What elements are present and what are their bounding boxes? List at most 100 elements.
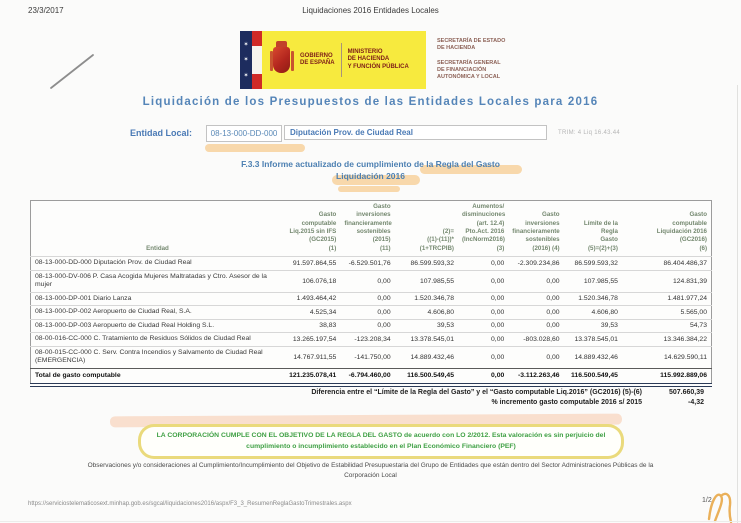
col-header-entidad: Entidad: [146, 244, 169, 252]
value-cell: -141.750,00: [354, 353, 391, 361]
value-cell: 106.076,18: [302, 277, 337, 285]
highlighter-mark: [338, 186, 400, 192]
increment-value: -4,32: [688, 399, 704, 407]
pen-check-mark: [50, 54, 94, 89]
value-cell: 116.500.549,45: [407, 372, 454, 380]
value-cell: 0,00: [546, 322, 560, 330]
footer-url: https://serviciostelematicosext.minhap.g…: [28, 501, 352, 507]
value-cell: 0,00: [377, 295, 391, 303]
report-heading-line2: Liquidación 2016: [336, 171, 405, 182]
value-cell: 1.520.346,78: [578, 295, 618, 303]
value-cell: 121.235.078,41: [289, 372, 337, 380]
value-cell: 86.404.486,37: [663, 259, 707, 267]
highlighter-mark: [420, 165, 522, 174]
value-cell: 0,00: [491, 295, 505, 303]
col-header: Límite de la Regla Gasto (5)=(2)+(3): [583, 219, 618, 252]
value-cell: 0,00: [546, 295, 560, 303]
value-cell: 1.520.346,78: [414, 295, 454, 303]
scan-edge: [737, 85, 738, 523]
value-cell: 54,73: [689, 322, 707, 330]
scan-edge: [0, 521, 741, 522]
highlighter-mark: [332, 175, 420, 185]
entity-code-field: 08-13-000-DD-000: [206, 125, 282, 142]
value-cell: 0,00: [546, 308, 560, 316]
value-cell: 4.525,34: [309, 308, 337, 316]
value-cell: 86.599.593,32: [574, 259, 618, 267]
table-row: 08-13-000-DP-001 Diario Lanza 1.493.464,4…: [30, 292, 712, 305]
value-cell: 0,00: [491, 308, 505, 316]
entidad-cell: 08-00-016-CC-000 C. Tratamiento de Resid…: [35, 335, 251, 343]
table-row: 08-13-000-DP-003 Aeropuerto de Ciudad Re…: [30, 319, 712, 332]
value-cell: 115.992.889,06: [660, 372, 707, 380]
entity-side-note: TRIM: 4 Liq 16.43.44: [558, 130, 621, 136]
value-cell: -2.309.234,86: [517, 259, 560, 267]
difference-label: Diferencia entre el “Límite de la Regla …: [311, 389, 642, 396]
entidad-cell: 08-13-000-DP-002 Aeropuerto de Ciudad Re…: [35, 308, 192, 316]
value-cell: -123.208,34: [354, 335, 391, 343]
value-cell: -803.028,60: [523, 335, 560, 343]
table-row: 08-13-000-DV-006 P. Casa Acogida Mujeres…: [30, 270, 712, 292]
entidad-cell: 08-13-000-DV-006 P. Casa Acogida Mujeres…: [35, 272, 267, 289]
value-cell: 91.597.864,55: [292, 259, 337, 267]
value-cell: 4.606,80: [591, 308, 618, 316]
summary-block: Diferencia entre el “Límite de la Regla …: [170, 388, 704, 408]
value-cell: 0,00: [491, 353, 505, 361]
entidad-cell: 08-13-000-DD-000 Diputación Prov. de Ciu…: [35, 259, 192, 267]
coat-of-arms-icon: [270, 41, 294, 79]
col-header: Gasto computable Liquidación 2016 (GC201…: [656, 211, 707, 252]
table-body: 08-13-000-DD-000 Diputación Prov. de Ciu…: [30, 256, 712, 385]
value-cell: 107.985,55: [583, 277, 618, 285]
value-cell: 14.889.432,46: [410, 353, 454, 361]
value-cell: 0,00: [491, 335, 505, 343]
value-cell: 0,00: [491, 372, 505, 380]
col-header: (2)= ((1)-(11))* (1+TRCPIB): [419, 228, 454, 252]
value-cell: 4.606,80: [427, 308, 454, 316]
difference-value: 507.660,39: [668, 389, 704, 396]
value-cell: 38,83: [319, 322, 337, 330]
entity-name-field: Diputación Prov. de Ciudad Real: [284, 125, 547, 140]
report-heading: F.3.3 Informe actualizado de cumplimient…: [0, 158, 741, 183]
value-cell: 0,00: [546, 277, 560, 285]
value-cell: 5.565,00: [680, 308, 707, 316]
spain-eu-flag-icon: ✶ ✶ ✶: [240, 31, 262, 89]
value-cell: 39,53: [600, 322, 618, 330]
value-cell: 0,00: [491, 277, 505, 285]
value-cell: 1.481.977,24: [667, 295, 707, 303]
table-row: 08-13-000-DD-000 Diputación Prov. de Ciu…: [30, 256, 712, 270]
page-number: 1/2: [702, 497, 712, 504]
value-cell: 107.985,55: [419, 277, 454, 285]
table-total-row: Total de gasto computable 121.235.078,41 -…: [30, 368, 712, 385]
value-cell: 0,00: [491, 322, 505, 330]
report-heading-line1: F.3.3 Informe actualizado de cumplimient…: [241, 159, 500, 169]
col-header: Aumentos/ disminuciones (art. 12.4) Pto.…: [461, 203, 506, 252]
value-cell: 0,00: [377, 308, 391, 316]
value-cell: 0,00: [377, 322, 391, 330]
secretaria-estado-label: SECRETARÍA DE ESTADO DE HACIENDA: [437, 38, 506, 52]
entity-local-label: Entidad Local:: [130, 128, 193, 138]
value-cell: 0,00: [491, 259, 505, 267]
pen-squiggle-mark: [707, 492, 733, 523]
value-cell: 13.346.384,22: [663, 335, 707, 343]
secretaria-general-label: SECRETARÍA GENERAL DE FINANCIACIÓN AUTON…: [437, 60, 501, 81]
value-cell: 124.831,39: [672, 277, 707, 285]
value-cell: 0,00: [377, 277, 391, 285]
col-header: Gasto inversiones financieramente sosten…: [512, 211, 560, 252]
logo-divider: [340, 43, 342, 77]
value-cell: -6.529.501,76: [348, 259, 391, 267]
value-cell: 14.889.432,46: [574, 353, 618, 361]
value-cell: 39,53: [436, 322, 454, 330]
col-header: Gasto computable Liq.2015 sin IFS (GC201…: [289, 211, 337, 252]
compliance-statement-box: LA CORPORACIÓN CUMPLE CON EL OBJETIVO DE…: [138, 424, 624, 460]
table-row: 08-00-016-CC-000 C. Tratamiento de Resid…: [30, 332, 712, 346]
value-cell: 86.599.593,32: [410, 259, 454, 267]
value-cell: 13.378.545,01: [574, 335, 618, 343]
value-cell: 116.500.549,45: [571, 372, 618, 380]
government-logo: ✶ ✶ ✶ GOBIERNO DE ESPAÑA MINISTERIO DE HAC…: [240, 31, 426, 89]
entidad-cell: 08-00-015-CC-000 C. Serv. Contra Incendi…: [35, 348, 263, 365]
value-cell: 14.767.911,55: [293, 353, 337, 361]
value-cell: 1.493.464,42: [296, 295, 337, 303]
gobierno-label: GOBIERNO DE ESPAÑA: [300, 52, 335, 67]
value-cell: 0,00: [546, 353, 560, 361]
value-cell: -3.112.263,46: [518, 372, 560, 380]
value-cell: 13.378.545,01: [410, 335, 454, 343]
